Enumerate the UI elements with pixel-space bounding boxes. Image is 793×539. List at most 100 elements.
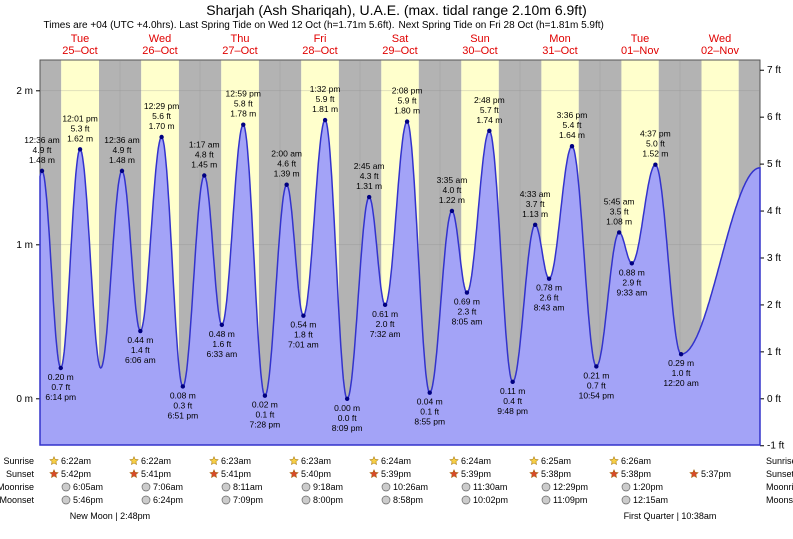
tide-extreme-point [59,366,63,370]
tide-label-2: 2.9 ft [622,277,642,287]
tide-label-ft: 4.9 ft [33,145,53,155]
tide-label-1: 0.61 m [372,309,398,319]
footer-time: 8:11am [233,482,262,492]
tide-label-ft: 5.8 ft [234,99,254,109]
tide-label-time: 2:00 am [271,149,302,159]
day-date: 30–Oct [462,45,497,57]
tide-label-ft: 5.9 ft [316,94,336,104]
tide-label-time: 5:45 am [604,196,635,206]
tide-extreme-point [383,303,387,307]
tide-label-time: 3:35 am [437,175,468,185]
tide-extreme-point [345,397,349,401]
footer-time: 5:40pm [301,469,331,479]
tide-label-2: 2.3 ft [457,307,477,317]
footer-time: 5:46pm [73,495,103,505]
tide-label-1: 0.11 m [500,386,525,396]
chart-title: Sharjah (Ash Shariqah), U.A.E. (max. tid… [206,2,587,18]
tide-label-1: 0.54 m [290,320,316,330]
tide-extreme-point [487,129,491,133]
tide-extreme-point [120,169,124,173]
footer-time: 5:41pm [221,469,251,479]
footer-time: 5:38pm [621,469,651,479]
tide-label-3: 9:48 pm [497,406,528,416]
tide-extreme-point [533,223,537,227]
tide-label-3: 6:51 pm [167,410,198,420]
tide-label-2: 1.6 ft [212,339,232,349]
tide-label-1: 0.48 m [209,329,235,339]
footer-time: 6:23am [301,456,331,466]
tide-extreme-point [78,147,82,151]
moon-icon [462,496,470,504]
moon-icon [542,483,550,491]
tide-extreme-point [241,122,245,126]
y-right-tick: 6 ft [767,112,781,123]
footer-time: 5:42pm [61,469,91,479]
tide-label-time: 12:36 am [24,135,59,145]
day-dow: Thu [231,33,250,45]
tide-label-1: 0.08 m [170,390,196,400]
day-dow: Tue [631,33,650,45]
tide-label-m: 1.39 m [274,169,300,179]
tide-extreme-point [220,323,224,327]
tide-extreme-point [510,380,514,384]
tide-label-2: 2.0 ft [376,319,396,329]
moon-phase-fq: First Quarter | 10:38am [624,511,717,521]
tide-label-ft: 5.7 ft [480,105,500,115]
day-date: 27–Oct [222,45,257,57]
tide-label-2: 2.6 ft [540,293,560,303]
tide-extreme-point [263,394,267,398]
moon-icon [462,483,470,491]
tide-label-3: 8:09 pm [332,423,363,433]
tide-label-m: 1.31 m [356,181,382,191]
tide-label-3: 8:05 am [452,317,483,327]
moon-icon [302,496,310,504]
footer-time: 9:18am [313,482,343,492]
tide-label-3: 6:14 pm [45,392,76,402]
tide-label-1: 0.00 m [334,403,360,413]
footer-time: 6:24pm [153,495,183,505]
footer-time: 6:23am [221,456,251,466]
footer-time: 6:24am [461,456,491,466]
day-dow: Sun [470,33,490,45]
tide-label-ft: 5.0 ft [646,139,666,149]
footer-time: 5:38pm [541,469,571,479]
tide-extreme-point [428,390,432,394]
day-dow: Wed [709,33,731,45]
tide-label-m: 1.78 m [230,109,256,119]
moon-icon [222,483,230,491]
footer-row-label-right: Sunrise [766,456,793,466]
day-date: 31–Oct [542,45,577,57]
tide-label-time: 3:36 pm [557,110,588,120]
tide-extreme-point [465,290,469,294]
footer-time: 10:26am [393,482,428,492]
tide-label-3: 8:43 am [534,303,565,313]
footer-time: 12:15am [633,495,668,505]
tide-extreme-point [367,195,371,199]
tide-extreme-point [405,119,409,123]
tide-label-2: 0.3 ft [173,400,193,410]
footer-time: 5:37pm [701,469,731,479]
footer-row-label: Sunset [6,469,35,479]
moon-icon [62,483,70,491]
footer-time: 5:41pm [141,469,171,479]
moon-icon [382,496,390,504]
tide-label-m: 1.48 m [29,155,55,165]
tide-label-m: 1.08 m [606,216,632,226]
tide-label-m: 1.13 m [522,209,548,219]
tide-label-3: 10:54 pm [579,390,614,400]
tide-label-3: 7:32 am [370,329,401,339]
footer-time: 7:06am [153,482,183,492]
footer-row-label: Sunrise [3,456,34,466]
tide-extreme-point [617,230,621,234]
tide-label-1: 0.44 m [127,335,153,345]
tide-extreme-point [40,169,44,173]
tide-label-ft: 5.3 ft [71,123,91,133]
footer-time: 11:09pm [553,495,587,505]
tide-extreme-point [202,173,206,177]
tide-label-3: 8:55 pm [414,417,445,427]
footer-time: 6:26am [621,456,651,466]
footer-time: 8:58pm [393,495,423,505]
tide-label-ft: 3.7 ft [526,199,546,209]
moon-icon [142,496,150,504]
tide-label-3: 6:06 am [125,355,156,365]
